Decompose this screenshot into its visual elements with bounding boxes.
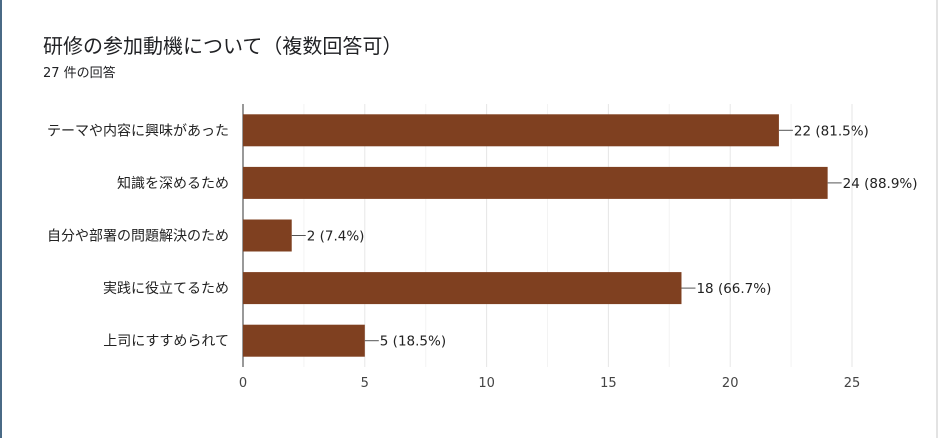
category-label: 上司にすすめられて	[103, 334, 229, 350]
response-count: 27 件の回答	[43, 66, 116, 81]
category-label: 知識を深めるため	[117, 175, 229, 192]
bar	[243, 219, 292, 252]
x-tick-label: 15	[600, 376, 617, 391]
bar	[243, 166, 828, 199]
bar	[243, 272, 682, 305]
data-label: 2 (7.4%)	[307, 229, 365, 245]
category-label: 実践に役立てるため	[103, 281, 229, 297]
x-tick-label: 0	[239, 376, 247, 391]
data-label: 5 (18.5%)	[380, 334, 446, 350]
data-label: 22 (81.5%)	[794, 123, 869, 139]
chart-title: 研修の参加動機について（複数回答可）	[43, 34, 403, 58]
category-label: 自分や部署の問題解決のため	[47, 229, 229, 245]
bar	[243, 324, 365, 357]
x-tick-label: 25	[844, 376, 861, 391]
data-label: 24 (88.9%)	[843, 176, 918, 192]
bar	[243, 114, 779, 147]
x-tick-label: 10	[478, 376, 495, 391]
x-tick-label: 20	[722, 376, 739, 391]
category-label: テーマや内容に興味があった	[47, 122, 229, 139]
data-label: 18 (66.7%)	[696, 281, 771, 297]
x-tick-label: 5	[361, 376, 369, 391]
